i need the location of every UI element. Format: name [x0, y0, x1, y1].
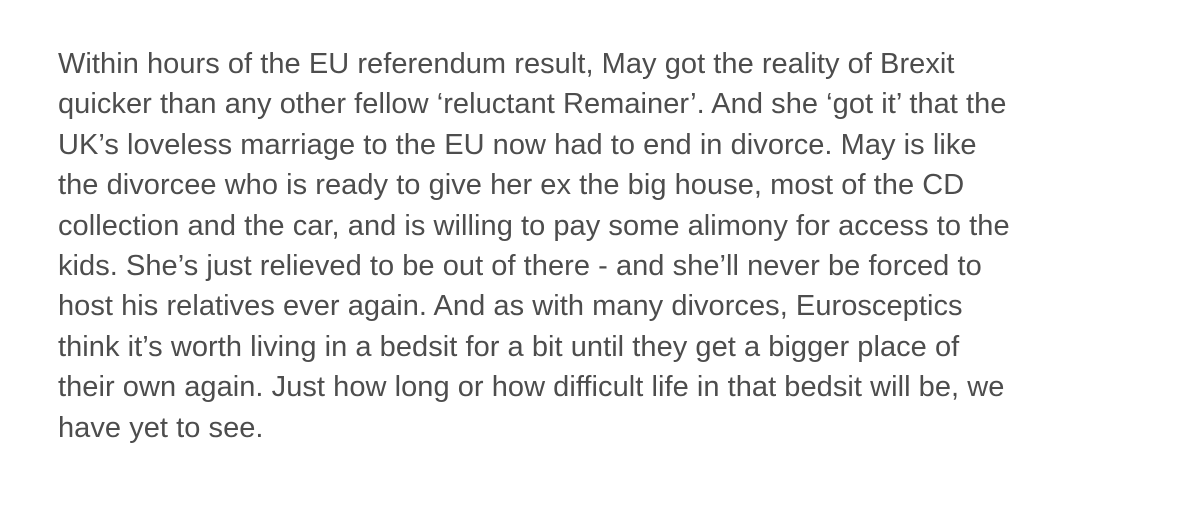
article-paragraph: Within hours of the EU referendum result…: [58, 44, 1158, 448]
paragraph-line: Within hours of the EU referendum result…: [58, 48, 955, 80]
paragraph-line: UK’s loveless marriage to the EU now had…: [58, 128, 977, 161]
paragraph-line: quicker than any other fellow ‘reluctant…: [58, 88, 1007, 121]
paragraph-line: collection and the car, and is willing t…: [58, 209, 1010, 242]
paragraph-line: host his relatives ever again. And as wi…: [58, 290, 963, 323]
paragraph-line: have yet to see.: [58, 411, 264, 444]
paragraph-line: the divorcee who is ready to give her ex…: [58, 169, 965, 202]
paragraph-line: their own again. Just how long or how di…: [58, 371, 1005, 404]
paragraph-line: kids. She’s just relieved to be out of t…: [58, 250, 982, 283]
paragraph-line: think it’s worth living in a bedsit for …: [58, 330, 960, 363]
